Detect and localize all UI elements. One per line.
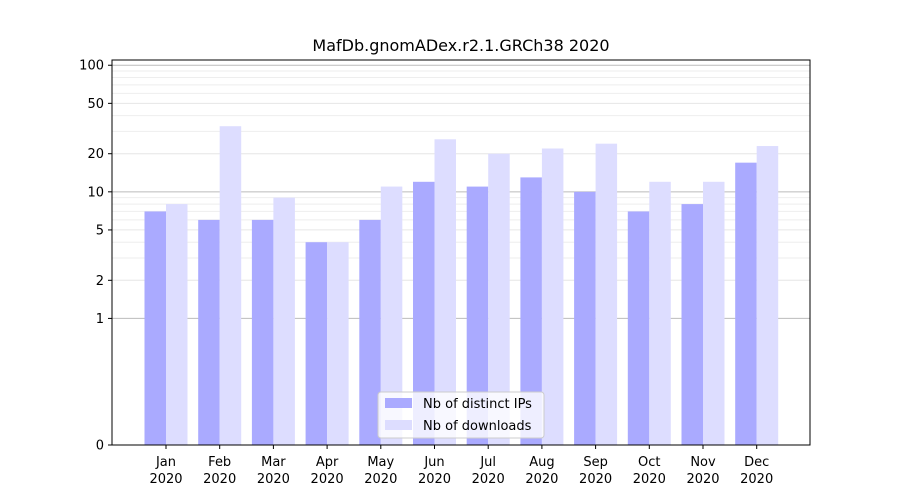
y-tick-label: 20 [87,147,104,162]
x-tick-label-month: Dec [744,455,769,470]
bar-downloads-jun [434,139,456,445]
bar-downloads-may [380,186,403,446]
plot-frame [111,59,811,446]
bar-distinct-ips-dec [735,162,757,445]
bar-distinct-ips-sep [574,191,596,445]
x-tick-label-month: Oct [638,455,660,470]
legend-box [377,391,545,439]
x-tick-label-year: 2020 [525,472,558,487]
bar-distinct-ips-apr [305,242,328,445]
x-tick-label-month: Mar [261,455,286,470]
bar-distinct-ips-jan [144,211,166,445]
bar-distinct-ips-aug [520,177,542,446]
x-tick-label-year: 2020 [418,472,451,487]
bar-downloads-oct [649,181,671,445]
y-tick-label: 50 [87,97,104,112]
x-tick-label-year: 2020 [740,472,773,487]
legend-swatch-downloads [385,420,412,430]
x-tick-label-year: 2020 [149,472,182,487]
legend-label-downloads: Nb of downloads [423,419,532,434]
y-tick-label: 10 [87,185,104,200]
bar-distinct-ips-may [359,219,381,445]
legend-swatch-distinct-ips [385,398,412,408]
x-tick-label-year: 2020 [633,472,666,487]
x-tick-label-month: Jul [479,455,496,470]
bar-distinct-ips-feb [198,219,220,445]
bar-downloads-dec [756,146,779,445]
bar-downloads-jul [488,153,510,446]
x-tick-label-year: 2020 [364,472,397,487]
x-tick-label-month: Apr [316,455,339,470]
bar-downloads-sep [595,143,618,445]
x-tick-label-month: Jan [155,455,176,470]
x-tick-label-month: May [367,455,394,470]
y-tick-label: 2 [96,274,104,289]
y-axis: 0 1 2 5 10 20 50 100 [79,59,112,454]
bar-distinct-ips-oct [627,211,650,445]
bar-downloads-nov [703,181,725,445]
x-tick-label-month: Nov [690,455,716,470]
bar-distinct-ips-mar [251,219,274,445]
x-tick-label-month: Sep [583,455,608,470]
x-tick-label-year: 2020 [686,472,719,487]
x-tick-label-year: 2020 [257,472,290,487]
x-tick-label-month: Aug [529,455,554,470]
x-tick-label-year: 2020 [579,472,612,487]
x-tick-label-year: 2020 [311,472,344,487]
bar-distinct-ips-nov [681,204,703,445]
x-axis: Jan 2020 Feb 2020 Mar 2020 Apr 2020 May 2020 Jun 20… [149,445,773,487]
bar-distinct-ips-jun [413,181,435,445]
legend: Nb of distinct IPs Nb of downloads [377,391,545,439]
y-tick-label: 1 [96,312,104,327]
y-tick-label: 5 [96,223,104,238]
x-tick-label-month: Jun [423,455,444,470]
x-tick-label-year: 2020 [203,472,236,487]
x-tick-label-month: Feb [208,455,231,470]
bar-downloads-aug [541,148,564,445]
y-tick-label: 100 [79,59,104,74]
bar-downloads-feb [219,126,242,446]
bar-downloads-jan [166,204,188,445]
bar-downloads-apr [327,242,349,445]
chart-title: MafDb.gnomADex.r2.1.GRCh38 2020 [312,36,609,55]
y-tick-label: 0 [96,439,104,454]
legend-label-distinct-ips: Nb of distinct IPs [423,397,532,412]
bar-distinct-ips-jul [466,186,489,446]
bars [144,126,779,446]
bar-downloads-mar [273,197,295,445]
x-tick-label-year: 2020 [472,472,505,487]
